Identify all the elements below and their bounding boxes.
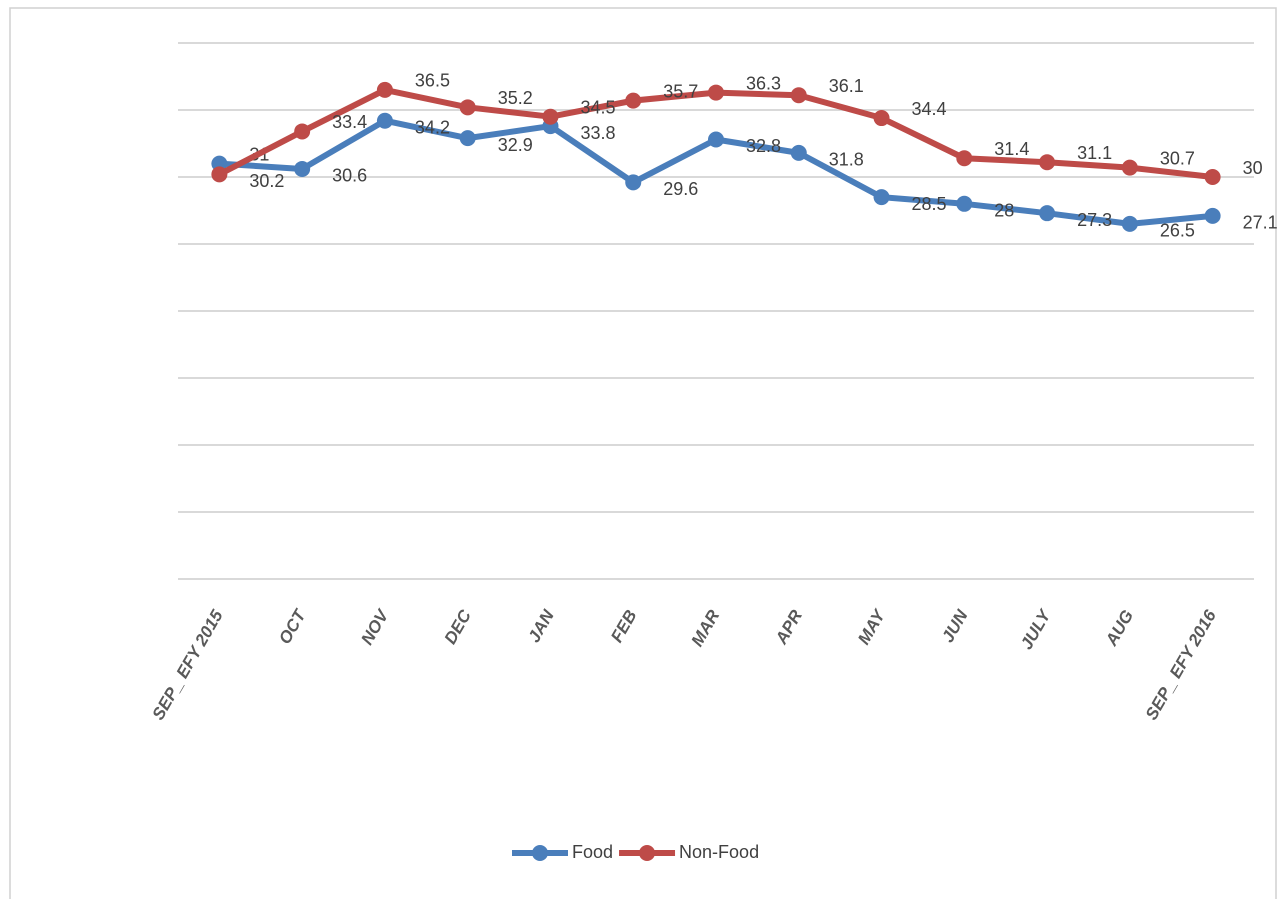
marker: [708, 84, 724, 101]
data-label: 35.7: [663, 81, 698, 101]
data-label: 32.9: [498, 135, 533, 155]
data-label: 28: [994, 201, 1014, 221]
marker: [542, 108, 559, 125]
data-label: 31.8: [829, 150, 864, 170]
data-label: 32.8: [746, 136, 781, 156]
marker: [1039, 154, 1056, 171]
x-tick-label: JUN: [938, 606, 972, 646]
legend-marker: [639, 845, 656, 861]
marker: [873, 189, 890, 206]
marker: [294, 160, 311, 177]
x-tick-label: FEB: [607, 607, 640, 646]
data-label: 26.5: [1160, 221, 1195, 241]
marker: [459, 130, 476, 147]
marker: [1204, 207, 1221, 224]
marker: [1039, 205, 1056, 222]
marker: [956, 195, 973, 212]
data-label: 27.3: [1077, 210, 1112, 230]
data-label: 31.4: [994, 139, 1029, 159]
x-tick-label: OCT: [275, 605, 310, 647]
data-label: 36.5: [415, 71, 450, 91]
data-label: 35.2: [498, 88, 533, 108]
data-label: 30.2: [249, 171, 284, 191]
marker: [956, 150, 973, 167]
legend-label: Food: [572, 842, 613, 862]
x-tick-label: SEP_ EFY 2015: [149, 606, 227, 723]
data-label: 34.4: [912, 99, 947, 119]
legend-marker: [532, 845, 548, 861]
marker: [459, 99, 476, 116]
x-tick-label: AUG: [1101, 607, 1137, 650]
data-label: 34.2: [415, 117, 450, 137]
marker: [1121, 159, 1138, 176]
x-tick-label: MAR: [688, 606, 724, 650]
data-label: 34.5: [580, 97, 615, 117]
marker: [294, 123, 311, 140]
marker: [625, 92, 642, 109]
marker: [1121, 215, 1138, 232]
marker: [211, 166, 228, 183]
marker: [376, 81, 393, 98]
data-label: 33.8: [580, 123, 615, 143]
x-tick-label: APR: [771, 606, 806, 648]
x-tick-label: SEP_ EFY 2016: [1142, 606, 1220, 723]
marker: [1204, 169, 1221, 185]
x-tick-label: NOV: [357, 605, 393, 648]
data-label: 30.6: [332, 166, 367, 186]
data-label: 28.5: [912, 194, 947, 214]
marker: [625, 174, 642, 191]
data-label: 29.6: [663, 179, 698, 199]
data-label: 27.1: [1243, 213, 1278, 233]
marker: [873, 110, 890, 127]
legend-label: Non-Food: [679, 842, 759, 862]
marker: [790, 87, 807, 104]
marker: [376, 112, 393, 129]
x-tick-label: JAN: [524, 606, 558, 646]
data-label: 30: [1243, 158, 1263, 178]
x-tick-label: MAY: [854, 605, 890, 648]
data-label: 36.1: [829, 76, 864, 96]
x-tick-label: DEC: [441, 606, 476, 647]
x-tick-label: JULY: [1017, 605, 1055, 652]
marker: [708, 131, 724, 148]
data-label: 36.3: [746, 73, 781, 93]
data-label: 30.7: [1160, 148, 1195, 168]
data-label: 31.1: [1077, 143, 1112, 163]
data-label: 33.4: [332, 112, 367, 132]
marker: [790, 144, 807, 161]
chart-border: [9, 7, 1277, 899]
